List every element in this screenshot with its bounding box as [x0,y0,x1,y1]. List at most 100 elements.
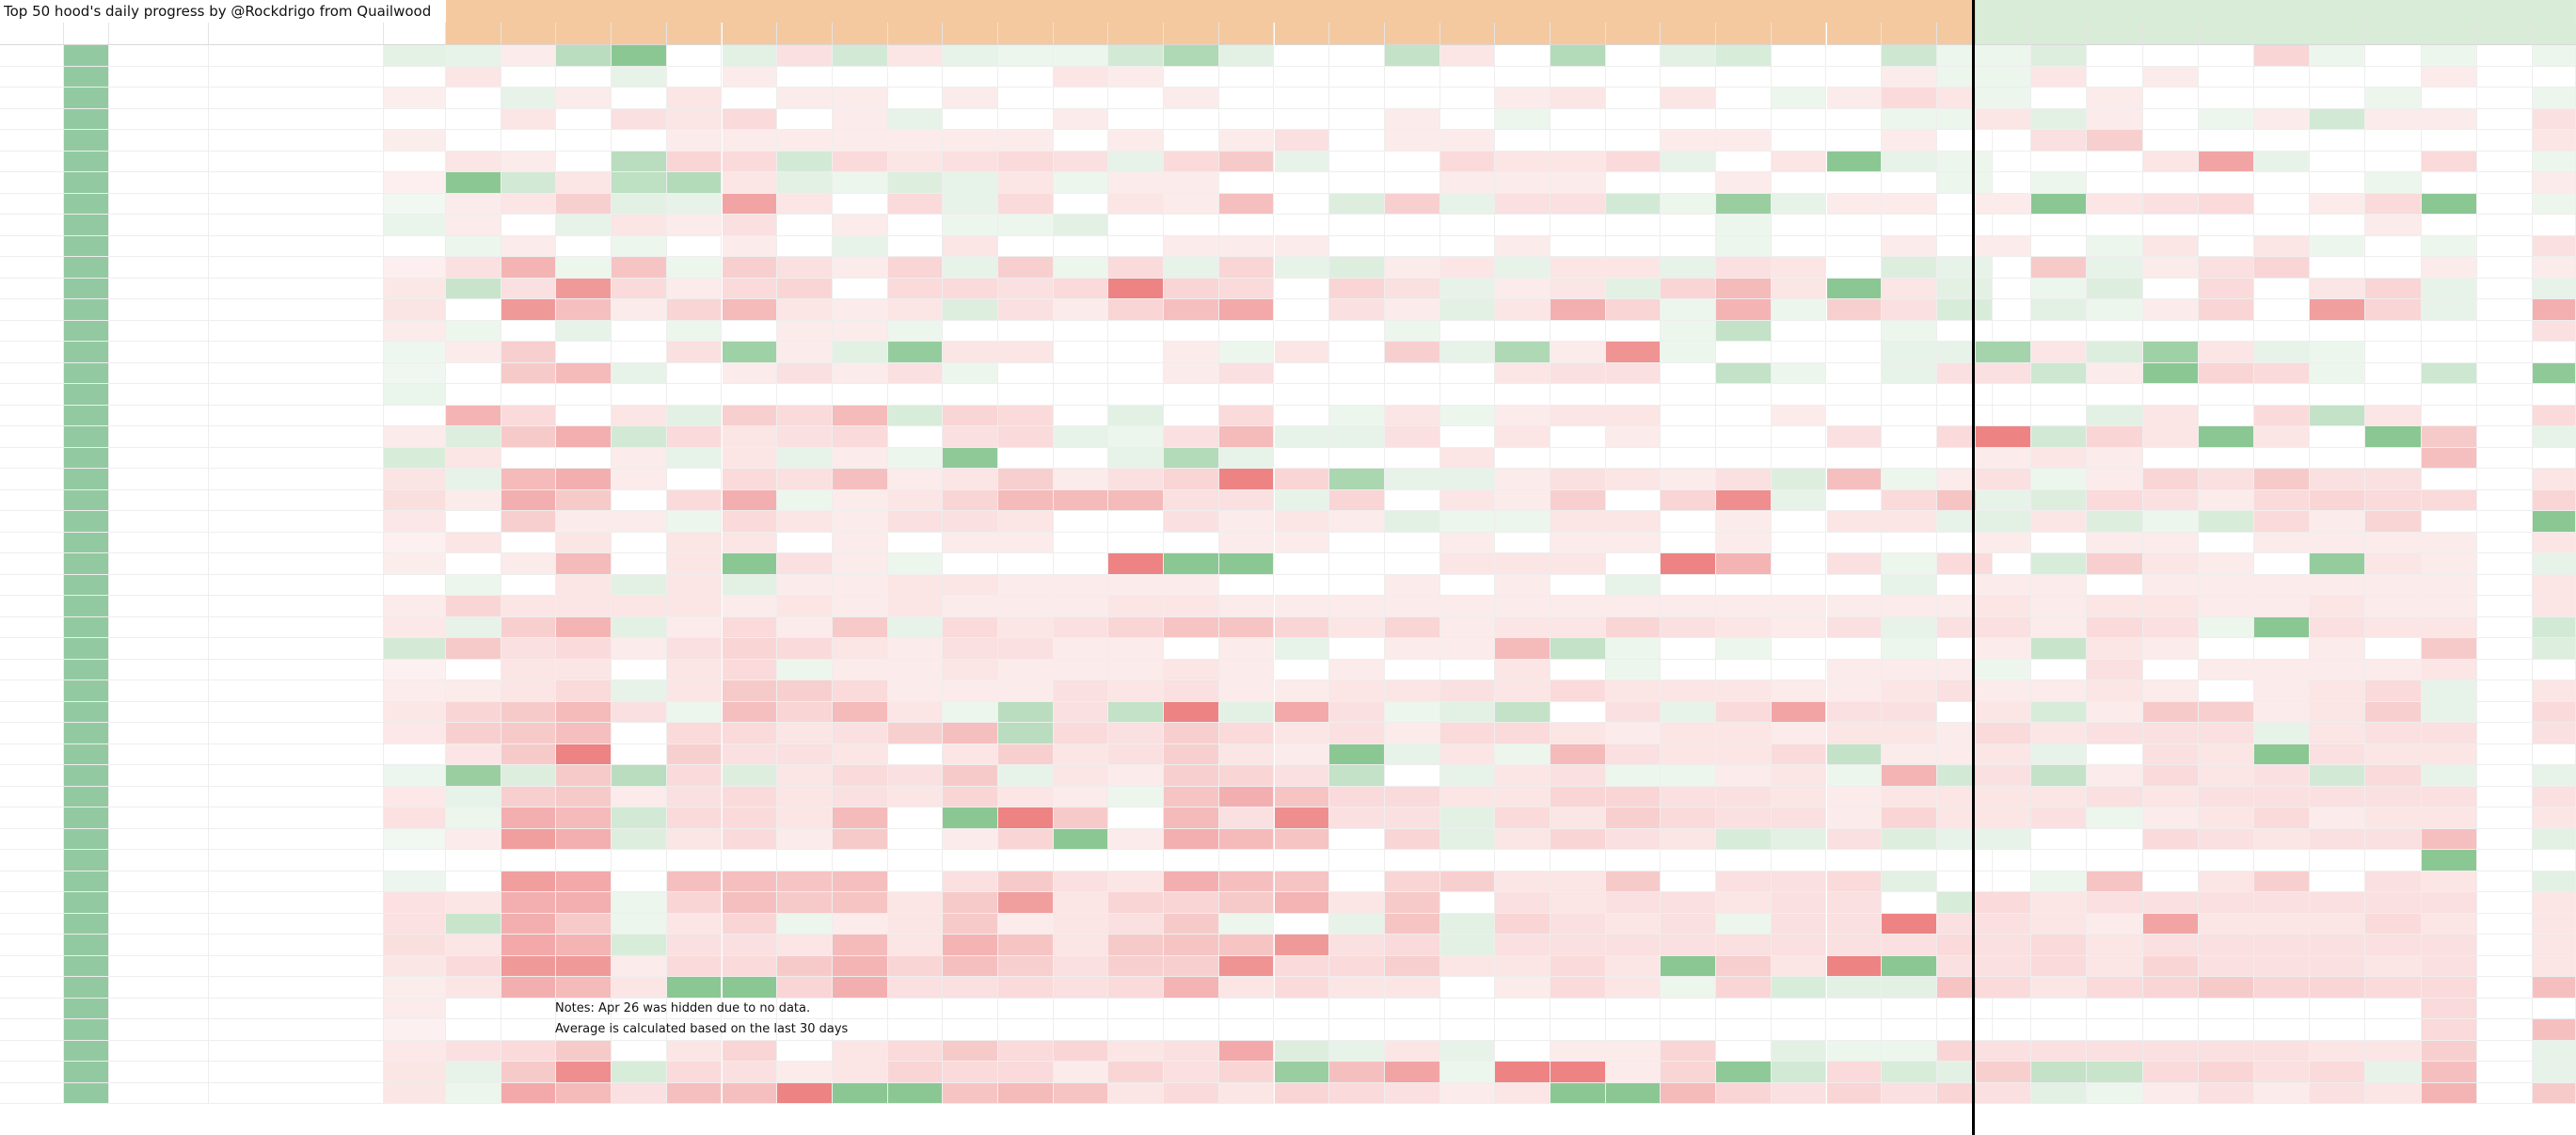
row-may-value[interactable] [1661,489,1717,511]
row-may-value[interactable] [1164,299,1219,321]
row-may-value[interactable] [1495,955,1550,977]
row-may-value[interactable] [446,108,501,130]
row-may-value[interactable] [1826,532,1883,553]
row-june-value[interactable] [2198,88,2254,109]
row-may-value[interactable] [1329,257,1385,279]
row-may-value[interactable] [1826,108,1883,130]
row-june-value[interactable] [2365,553,2422,575]
row-position[interactable] [0,680,64,702]
row-day1[interactable] [64,574,109,596]
row-june-value[interactable] [2142,596,2199,617]
header-may-day[interactable] [1384,23,1440,45]
row-may-value[interactable] [1218,1040,1275,1062]
row-june-value[interactable] [2142,935,2199,956]
row-may-value[interactable] [887,850,944,871]
row-may-value[interactable] [998,998,1054,1019]
row-june-value[interactable] [2421,257,2477,279]
row-june-value[interactable] [2421,532,2477,553]
row-may-value[interactable] [1716,447,1772,469]
row-june-value[interactable] [2031,469,2088,490]
row-position[interactable] [0,574,64,596]
row-may-value[interactable] [556,278,612,299]
row-may-value[interactable] [446,532,501,553]
row-may-value[interactable] [1716,299,1772,321]
row-may-value[interactable] [1716,680,1772,702]
row-may-value[interactable] [887,553,944,575]
row-may-value[interactable] [1826,892,1883,914]
row-may-value[interactable] [887,955,944,977]
row-may-value[interactable] [887,193,944,215]
row-may-value[interactable] [1605,1040,1662,1062]
row-may-value[interactable] [446,807,501,829]
row-june-value[interactable] [2031,215,2088,236]
row-may-value[interactable] [1329,1082,1385,1104]
row-may-value[interactable] [556,913,612,935]
row-average[interactable] [384,151,446,172]
row-may-value[interactable] [501,447,557,469]
row-may-value[interactable] [1108,828,1165,850]
row-may-value[interactable] [832,596,888,617]
row-diff[interactable] [2533,426,2576,448]
row-may-value[interactable] [1164,743,1219,765]
row-may-value[interactable] [887,45,944,67]
row-may-value[interactable] [1550,765,1606,787]
row-may-value[interactable] [1218,489,1275,511]
row-june-value[interactable] [2421,701,2477,723]
row-may-value[interactable] [1771,235,1827,257]
row-may-value[interactable] [1439,151,1496,172]
row-may-value[interactable] [832,299,888,321]
row-may-value[interactable] [832,532,888,553]
row-may-value[interactable] [777,151,833,172]
row-may-value[interactable] [1882,596,1937,617]
row-may-value[interactable] [612,108,667,130]
row-may-value[interactable] [556,257,612,279]
row-day1[interactable] [64,743,109,765]
row-june-value[interactable] [2142,45,2199,67]
row-may-value[interactable] [1274,765,1330,787]
row-may-value[interactable] [722,786,778,807]
row-may-value[interactable] [1771,892,1827,914]
row-may-value[interactable] [1550,553,1606,575]
row-may-value[interactable] [1218,45,1275,67]
row-may-value[interactable] [446,447,501,469]
row-june-value[interactable] [2087,553,2143,575]
row-may-value[interactable] [998,193,1054,215]
row-june-value[interactable] [2087,935,2143,956]
row-may-value[interactable] [1605,362,1662,384]
row-may-value[interactable] [1384,680,1440,702]
row-may-value[interactable] [666,320,723,342]
row-june-value[interactable] [2198,659,2254,680]
row-june-value[interactable] [2087,1062,2143,1083]
row-may-value[interactable] [1218,680,1275,702]
row-may-value[interactable] [612,828,667,850]
row-may-value[interactable] [1605,1019,1662,1041]
row-june-value[interactable] [2476,1062,2533,1083]
row-may-value[interactable] [1661,426,1717,448]
row-may-value[interactable] [1329,88,1385,109]
row-may-value[interactable] [777,935,833,956]
row-june-value[interactable] [2142,511,2199,533]
row-may-value[interactable] [612,892,667,914]
row-may-value[interactable] [1661,1082,1717,1104]
row-may-value[interactable] [832,1019,888,1041]
row-day1[interactable] [64,151,109,172]
row-may-value[interactable] [1716,235,1772,257]
row-may-value[interactable] [943,701,998,723]
row-city[interactable] [109,172,209,194]
row-may-value[interactable] [1550,235,1606,257]
row-may-value[interactable] [556,955,612,977]
row-neighborhood[interactable] [209,108,384,130]
row-may-value[interactable] [446,1082,501,1104]
row-june-value[interactable] [2365,299,2422,321]
row-june-value[interactable] [2254,1082,2311,1104]
row-june-value[interactable] [2087,807,2143,829]
row-may-value[interactable] [1329,701,1385,723]
row-june-value[interactable] [2476,807,2533,829]
row-city[interactable] [109,638,209,660]
row-city[interactable] [109,1082,209,1104]
row-june-value[interactable] [2087,489,2143,511]
row-june-value[interactable] [2198,426,2254,448]
row-may-value[interactable] [722,892,778,914]
row-diff[interactable] [2533,108,2576,130]
row-position[interactable] [0,743,64,765]
